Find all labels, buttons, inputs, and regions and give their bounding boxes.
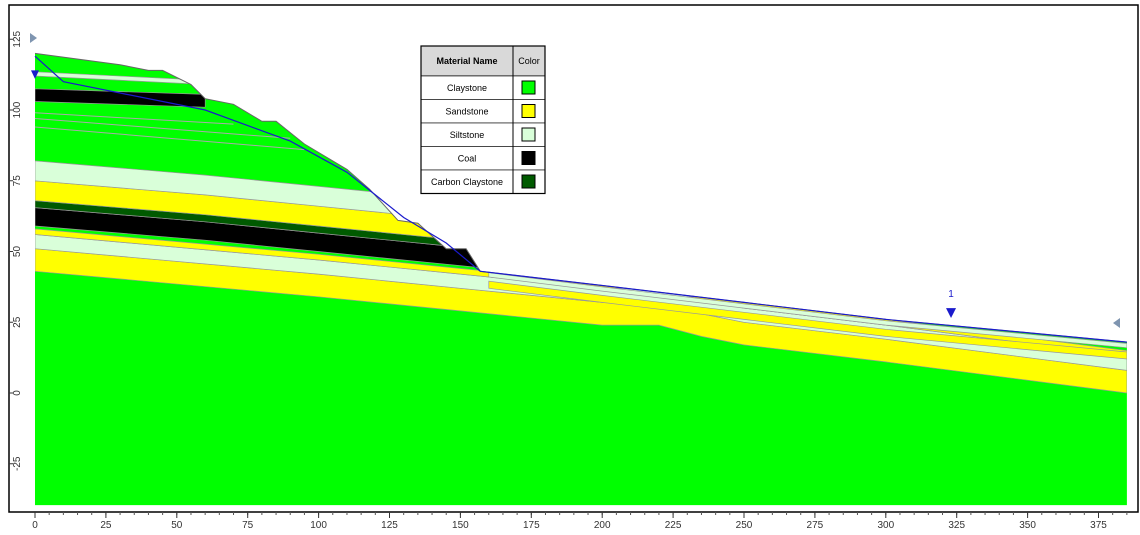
slope-model-view: 1 02550751001251501752002252502753003253… (0, 0, 1140, 535)
y-tick-label: 0 (12, 390, 23, 396)
material-name: Sandstone (445, 107, 488, 117)
x-tick-label: 350 (1019, 520, 1036, 531)
y-tick-label: 50 (12, 246, 23, 258)
material-swatch (522, 175, 535, 188)
x-tick-label: 200 (594, 520, 611, 531)
x-tick-label: 325 (948, 520, 965, 531)
material-name: Siltstone (450, 130, 485, 140)
y-tick-label: 100 (12, 101, 23, 118)
x-tick-label: 150 (452, 520, 469, 531)
y-tick-label: -25 (12, 456, 23, 471)
x-tick-label: 275 (807, 520, 824, 531)
material-swatch (522, 81, 535, 94)
legend-header: Color (518, 56, 540, 66)
x-tick-label: 225 (665, 520, 682, 531)
x-tick-label: 300 (877, 520, 894, 531)
material-name: Claystone (447, 83, 487, 93)
x-tick-label: 375 (1090, 520, 1107, 531)
x-tick-label: 0 (32, 520, 38, 531)
y-tick-label: 75 (12, 175, 23, 187)
x-tick-label: 25 (100, 520, 112, 531)
x-tick-label: 250 (736, 520, 753, 531)
x-tick-label: 50 (171, 520, 183, 531)
x-tick-label: 175 (523, 520, 540, 531)
water-table-label: 1 (948, 289, 954, 300)
material-name: Carbon Claystone (431, 177, 503, 187)
x-tick-label: 100 (310, 520, 327, 531)
y-tick-label: 125 (12, 30, 23, 47)
y-tick-label: 25 (12, 316, 23, 328)
legend-header: Material Name (436, 56, 497, 66)
material-swatch (522, 105, 535, 118)
material-swatch (522, 152, 535, 165)
x-tick-label: 75 (242, 520, 254, 531)
x-tick-label: 125 (381, 520, 398, 531)
material-legend: Material Name Color Claystone Sandstone Silt… (421, 46, 545, 194)
material-name: Coal (458, 154, 477, 164)
material-swatch (522, 128, 535, 141)
